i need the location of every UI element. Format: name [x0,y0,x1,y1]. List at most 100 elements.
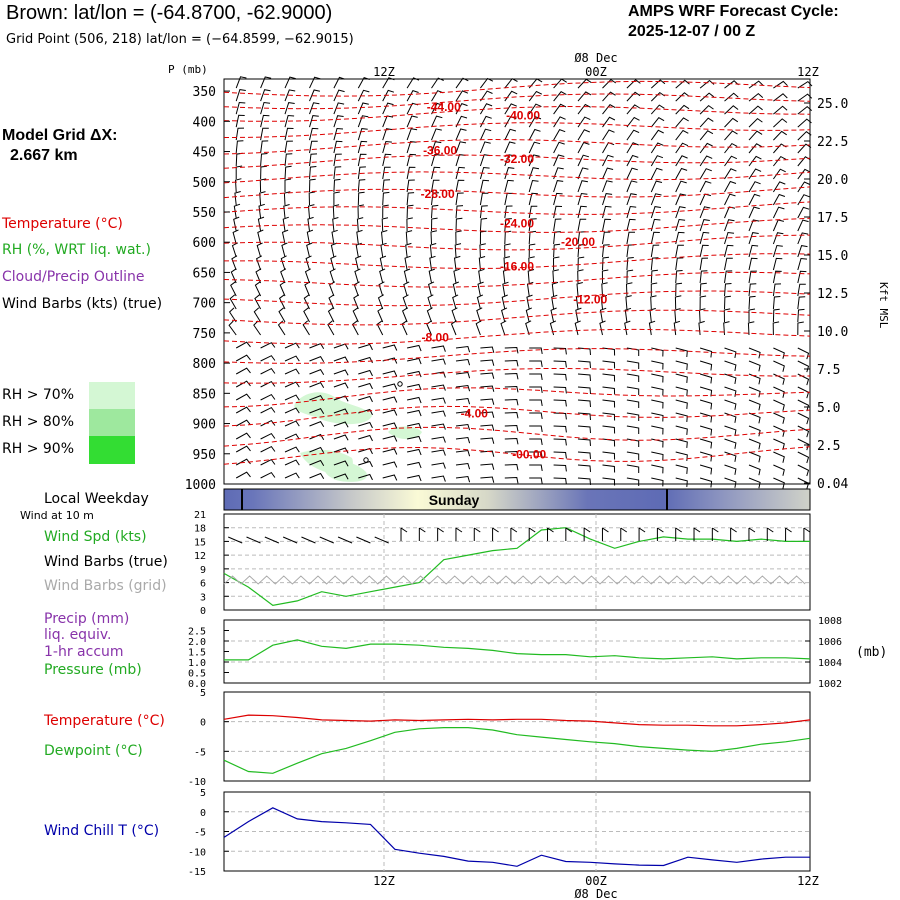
wind-barb [723,308,731,323]
wind-barb [577,129,590,141]
wind-barb [748,399,761,411]
y-tick-label: 0 [200,808,206,819]
wind-barb [650,244,660,258]
wind-barb [431,204,439,219]
surface-wind-barb [785,527,792,541]
wind-barb [406,115,418,128]
liq-equiv-label: liq. equiv. [44,627,112,643]
wind-barb [406,166,416,180]
wind-barb [602,244,610,258]
wind-barb [797,105,813,115]
wind-barb [357,166,366,180]
wind-barb [797,80,813,89]
wind-barb [235,419,251,427]
isotherm-line [223,234,811,251]
y-tick-label-right: 1008 [818,616,842,627]
wind-barb [602,451,616,460]
wind-barb [699,168,712,180]
wind-barb [382,474,398,481]
pressure-tick-label: 600 [193,236,216,251]
wind-barb [724,206,736,219]
wind-barb [650,91,665,102]
cross-section-frame [223,78,811,485]
wind-barb [773,438,785,450]
wind-barb [259,178,267,193]
wind-barb [797,206,810,219]
wind-barb [625,295,632,310]
wind-barb [577,269,584,284]
wind-barb [284,355,300,362]
wind-barb [504,154,515,167]
isotherm-label: -4.00 [461,407,489,421]
wind-barbs-grid-label: Wind Barbs (grid) [44,578,167,594]
wind-barb [230,268,237,284]
wind-barb [333,473,349,480]
wind-barb [479,141,491,154]
surface-wind-barb [319,536,334,544]
wind-barb [699,206,711,219]
wind-barb [748,181,761,193]
wind-barb [723,321,730,336]
pressure-tick-label: 900 [193,418,216,433]
wind-barb [406,77,420,89]
wind-barb [504,218,512,232]
wind-barb [724,244,734,258]
wind-barb [401,307,408,323]
wind-barb [382,153,392,167]
wind-barb [553,347,567,355]
wind-barb [480,398,495,405]
wind-barb [379,255,387,271]
wind-barb [675,155,688,167]
wind-barb [626,180,638,193]
wind-barb [602,373,616,382]
rh80-swatch [89,409,135,436]
wind-barb [773,451,785,463]
wind-barb [626,116,640,128]
wind-barb [455,77,469,89]
wind-barb [284,102,295,115]
wind-barb [403,281,410,297]
wind-barb [235,101,246,115]
wind-barb [431,423,446,430]
wind-barb [504,463,519,471]
wind-barb [577,451,591,459]
wind-barb [403,268,411,284]
wind-barb [626,464,640,473]
wind-barb [284,394,300,401]
pressure-tick-label: 750 [193,327,216,342]
wind-barb [724,464,737,475]
wind-barb [626,129,640,141]
wind-barb [698,320,705,336]
wind-barb [602,141,615,154]
wind-barb [772,308,780,323]
wind-barb [356,229,363,245]
wind-barb [529,464,543,471]
wind-barb [748,347,761,359]
surface-wind-barb [675,527,682,541]
wind-barb [797,296,806,310]
wind-barb [724,438,737,449]
wind-barb [260,419,276,427]
wind-barb [480,424,495,431]
wind-barb [600,294,608,310]
wind-barb [235,89,246,102]
wind-barb [724,257,733,271]
y-tick-label: 9 [200,565,206,576]
wind-barb [234,178,242,193]
wind-barb [330,242,338,258]
wind-barb [479,103,493,115]
calm-wind-marker [397,381,403,387]
wind-barb [650,142,664,154]
wind-barb [626,412,640,421]
wind-barb [309,433,325,440]
wind-barb [675,451,688,461]
wind-barb [309,472,325,479]
pressure-tick-label: 700 [193,297,216,312]
wind-barb [673,320,681,336]
wind-barb [455,384,471,392]
wind-barb [675,218,686,232]
surface-wind-barb [748,527,756,541]
wind-barb [772,219,785,232]
weekday-label: Local Weekday [44,491,149,507]
wind-barb [357,76,370,89]
